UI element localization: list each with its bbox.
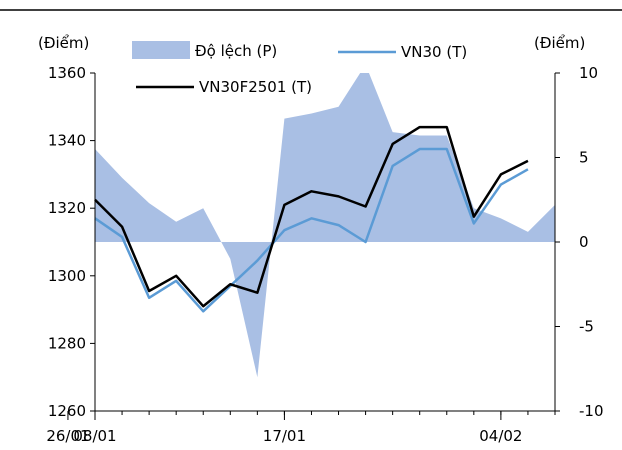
x-tick-label: 04/02 <box>479 427 522 445</box>
series-vn30-line <box>94 147 529 313</box>
x-tick-label: 17/01 <box>263 427 306 445</box>
x-tick-label: 26/01 <box>46 427 89 445</box>
right-tick-label: -5 <box>579 318 594 336</box>
right-tick-label: 5 <box>579 149 589 167</box>
left-tick-label: 1280 <box>48 334 86 352</box>
left-axis-unit: (Điểm) <box>38 34 89 52</box>
left-tick-label: 1260 <box>48 402 86 420</box>
left-tick-label: 1360 <box>48 64 86 82</box>
left-tick-label: 1340 <box>48 132 86 150</box>
x-tick-label: 08/01 <box>73 427 116 445</box>
right-axis-unit: (Điểm) <box>534 34 585 52</box>
legend-label-vn30: VN30 (T) <box>401 43 467 61</box>
series-futures-line <box>94 125 529 308</box>
right-tick-label: 10 <box>579 64 598 82</box>
legend: Độ lệch (P) VN30 (T) VN30F2501 (T) <box>132 41 467 96</box>
legend-label-spread: Độ lệch (P) <box>195 42 277 60</box>
left-tick-label: 1300 <box>48 267 86 285</box>
left-tick-label: 1320 <box>48 199 86 217</box>
right-tick-label: -10 <box>579 402 604 420</box>
legend-label-futures: VN30F2501 (T) <box>199 78 312 96</box>
legend-swatch-spread <box>132 41 190 59</box>
right-tick-label: 0 <box>579 233 589 251</box>
